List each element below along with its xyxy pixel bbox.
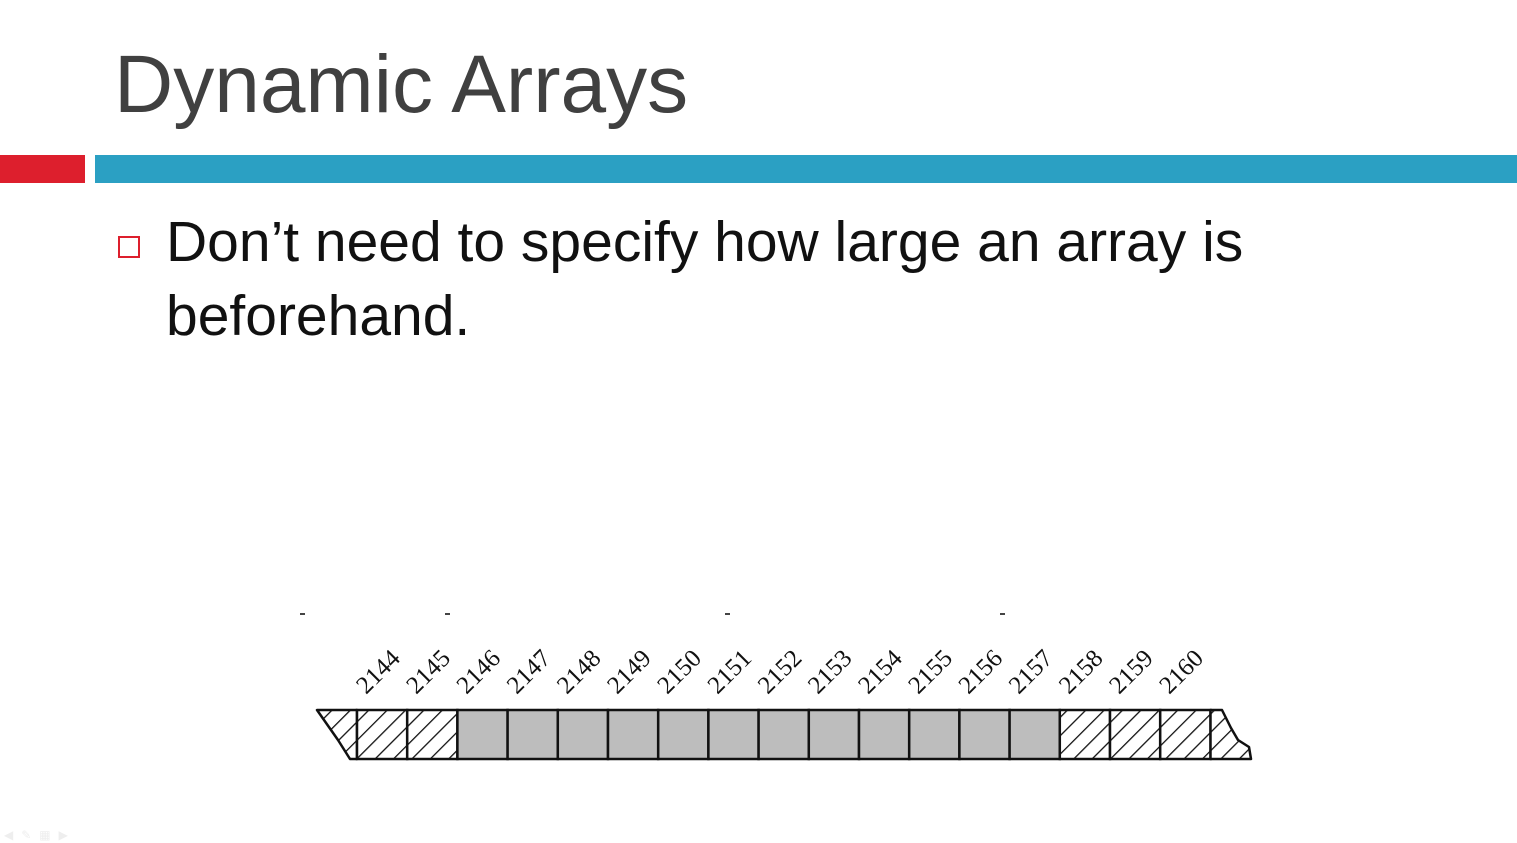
memory-cell [506, 708, 560, 761]
title-accent-blue-bar [95, 155, 1517, 183]
address-label: 2149 [602, 645, 656, 699]
address-label: 2150 [652, 645, 706, 699]
memory-cell [656, 708, 710, 761]
address-label: 2146 [452, 645, 506, 699]
memory-cell [707, 708, 760, 761]
address-label: 2159 [1104, 645, 1158, 699]
bullet-text: Don’t need to specify how large an array… [166, 210, 1244, 348]
next-icon[interactable]: ▶ [58, 828, 68, 842]
memory-cell [1158, 708, 1212, 761]
slide-title: Dynamic Arrays [114, 39, 689, 130]
torn-edge-right [1209, 708, 1253, 761]
bullet-square-icon [118, 236, 140, 258]
address-label: 2154 [853, 644, 908, 699]
previous-icon[interactable]: ◀ [4, 828, 14, 842]
memory-cell [958, 708, 1011, 761]
memory-cell [1108, 708, 1162, 761]
pen-icon[interactable]: ✎ [21, 828, 32, 842]
address-label: 2147 [502, 645, 556, 699]
memory-cell [907, 708, 961, 761]
address-label: 2145 [401, 645, 455, 699]
address-label: 2153 [803, 645, 857, 699]
memory-cell [606, 708, 660, 761]
memory-cell [807, 708, 861, 761]
memory-array-diagram: 2144214521462147214821492150215121522153… [300, 613, 1253, 761]
memory-cell [1008, 708, 1062, 761]
address-label: 2155 [903, 645, 957, 699]
memory-cell [355, 708, 409, 761]
slideshow-nav-controls: ◀ ✎ ▦ ▶ [4, 828, 68, 842]
slide-menu-icon[interactable]: ▦ [39, 828, 51, 842]
address-label: 2158 [1054, 645, 1108, 699]
memory-cell [857, 708, 911, 761]
address-label: 2148 [552, 645, 606, 699]
title-accent-red-bar [0, 155, 85, 183]
memory-cell [1058, 708, 1112, 761]
address-label: 2160 [1154, 645, 1208, 699]
address-label: 2144 [351, 644, 406, 699]
address-label: 2152 [753, 645, 807, 699]
memory-cell [757, 708, 811, 761]
memory-cell [456, 708, 509, 761]
memory-cell [556, 708, 610, 761]
torn-edge-left [315, 708, 359, 761]
address-label: 2157 [1004, 645, 1058, 699]
address-label: 2156 [954, 645, 1008, 699]
memory-cell [405, 708, 459, 761]
address-label: 2151 [703, 645, 757, 699]
